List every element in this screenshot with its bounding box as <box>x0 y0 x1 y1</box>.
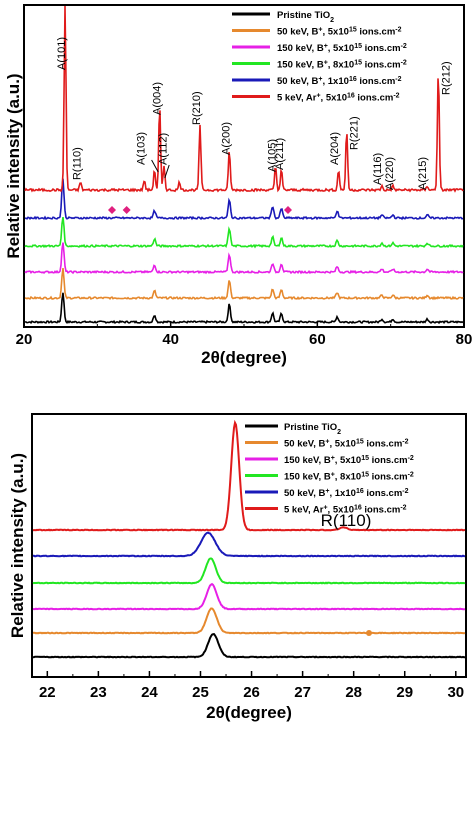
top-panel: A(101) R(110) A(103) A(004) A(112) R(210) A(20… <box>4 4 473 367</box>
arrow-a004 <box>151 159 159 173</box>
top-peak-label-8: A(211) <box>274 138 286 170</box>
bottom-series-line-2 <box>32 582 466 611</box>
top-peak-label-10: R(221) <box>349 116 361 150</box>
top-y-axis-title: Relative intensity (a.u.) <box>4 73 23 258</box>
top-x-axis-title: 2θ(degree) <box>201 348 287 367</box>
legend-label-top-4: 50 keV, B+, 1x1016 ions.cm-2 <box>277 76 402 88</box>
bottom-series-line-3 <box>32 557 466 585</box>
top-legend: Pristine TiO2 50 keV, B+, 5x1015 ions.cm-… <box>232 10 407 104</box>
legend-label-top-0: Pristine TiO2 <box>277 10 334 24</box>
top-peak-label-6: A(200) <box>220 122 232 155</box>
bottom-x-tick-label-8: 30 <box>447 684 464 701</box>
bottom-x-tick-label-5: 27 <box>294 684 311 701</box>
bottom-legend: Pristine TiO2 50 keV, B+, 5x1015 ions.cm-… <box>245 422 414 516</box>
bottom-series-line-0 <box>32 633 465 659</box>
top-peak-label-12: A(220) <box>384 157 396 190</box>
bottom-orange-dot <box>365 630 372 636</box>
bottom-series-line-1 <box>32 607 466 635</box>
legend-label-bottom-3: 150 keV, B+, 8x1015 ions.cm-2 <box>284 471 414 483</box>
legend-label-bottom-4: 50 keV, B+, 1x1016 ions.cm-2 <box>284 488 409 500</box>
legend-label-top-1: 50 keV, B+, 5x1015 ions.cm-2 <box>277 26 402 38</box>
legend-label-top-2: 150 keV, B+, 5x1015 ions.cm-2 <box>277 43 407 55</box>
legend-label-bottom-5: 5 keV, Ar+, 5x1016 ions.cm-2 <box>284 504 407 516</box>
bottom-plot-frame <box>31 413 467 678</box>
legend-label-bottom-0: Pristine TiO2 <box>284 422 341 436</box>
bottom-x-tick-label-7: 29 <box>396 684 413 701</box>
legend-label-top-3: 150 keV, B+, 8x1015 ions.cm-2 <box>277 59 407 71</box>
top-peak-label-3: A(004) <box>151 82 163 115</box>
bottom-x-tick-label-2: 24 <box>141 684 158 701</box>
bottom-x-tick-label-3: 25 <box>192 684 209 701</box>
top-x-tick-label-1: 40 <box>162 331 179 348</box>
top-peak-label-2: A(103) <box>135 132 147 165</box>
top-peak-label-11: A(116) <box>372 153 384 185</box>
bottom-x-axis-title: 2θ(degree) <box>206 703 292 722</box>
bottom-x-tick-label-0: 22 <box>39 684 56 701</box>
bottom-peak-label-0: R(110) <box>321 511 372 530</box>
bottom-series-line-4 <box>33 531 466 558</box>
bottom-y-axis-title: Relative intensity (a.u.) <box>8 453 27 638</box>
legend-label-top-5: 5 keV, Ar+, 5x1016 ions.cm-2 <box>277 92 400 104</box>
legend-label-bottom-1: 50 keV, B+, 5x1015 ions.cm-2 <box>284 438 409 450</box>
legend-label-bottom-2: 150 keV, B+, 5x1015 ions.cm-2 <box>284 455 414 467</box>
bottom-x-tick-label-4: 26 <box>243 684 260 701</box>
top-peak-label-9: A(204) <box>329 132 341 165</box>
bottom-x-tick-label-1: 23 <box>90 684 107 701</box>
top-series-line-3 <box>24 216 464 249</box>
bottom-panel: R(110) 22 23 24 25 26 27 28 29 30 2θ(degree) Relati… <box>8 413 467 722</box>
diamond-marker-0 <box>108 206 116 214</box>
top-x-tick-label-2: 60 <box>309 331 326 348</box>
diamond-marker-2 <box>284 206 292 214</box>
top-peak-label-13: A(215) <box>417 157 429 190</box>
top-peak-label-0: A(101) <box>56 37 68 70</box>
top-peak-label-1: R(110) <box>71 147 83 180</box>
top-peak-label-5: R(210) <box>191 91 203 125</box>
top-peak-label-4: A(112) <box>157 133 169 165</box>
bottom-series-line-5 <box>32 419 466 532</box>
top-series-line-0 <box>24 292 464 325</box>
top-series-line-4 <box>24 178 464 221</box>
top-x-tick-label-3: 80 <box>456 331 473 348</box>
top-series-line-2 <box>24 242 464 275</box>
top-peak-label-14: R(212) <box>440 61 452 95</box>
top-peak-label-7: A(105) <box>267 139 279 172</box>
diamond-marker-1 <box>122 206 131 214</box>
top-x-tick-label-0: 20 <box>16 331 33 348</box>
top-series-line-1 <box>24 268 464 301</box>
bottom-x-tick-label-6: 28 <box>345 684 362 701</box>
arrow-a112 <box>164 164 170 179</box>
top-series-line-5 <box>24 5 464 193</box>
